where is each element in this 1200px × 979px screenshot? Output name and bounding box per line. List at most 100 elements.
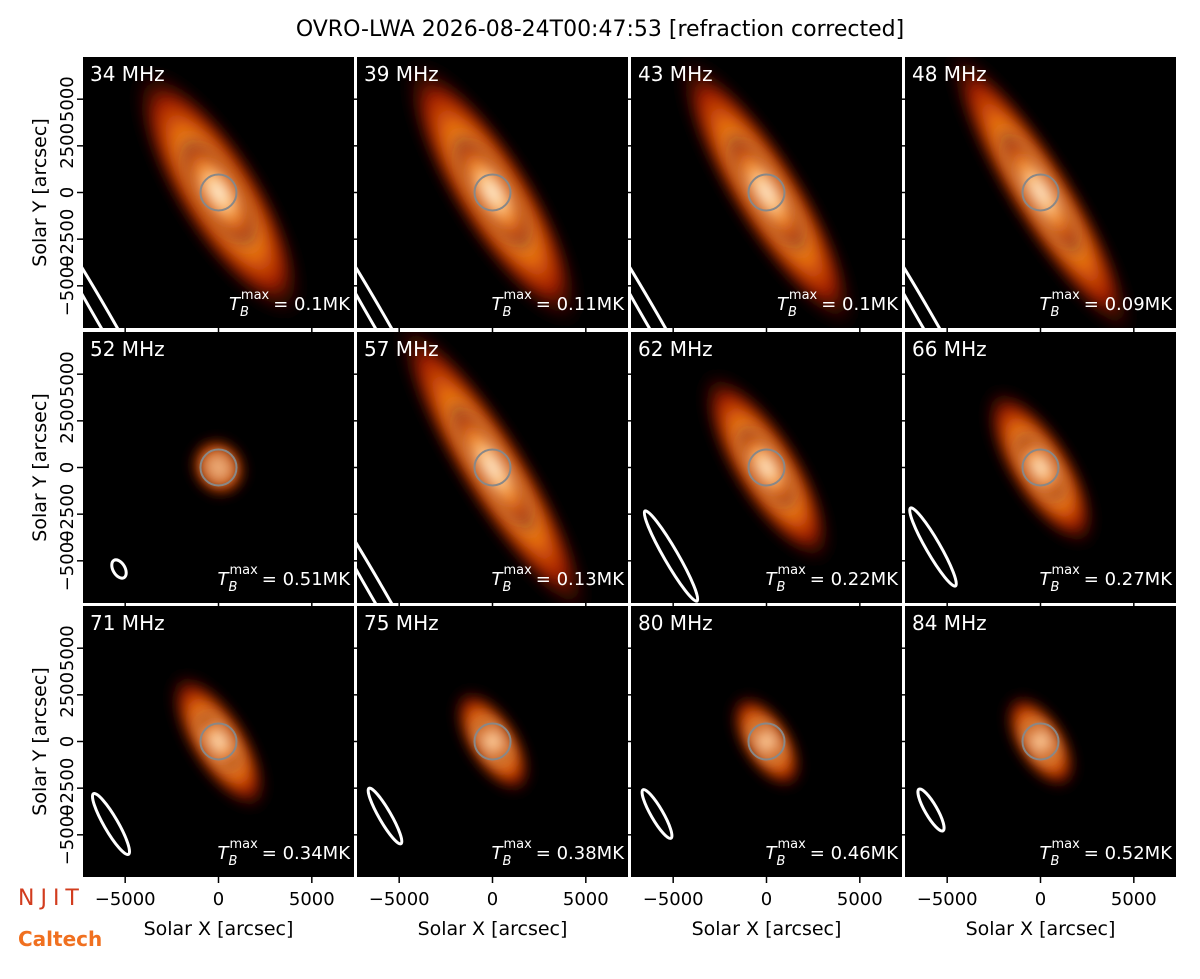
y-axis-label: Solar Y [arcsec] — [29, 118, 51, 266]
x-tick-label: −5000 — [369, 889, 430, 910]
x-tick-label: 5000 — [563, 889, 609, 910]
logo-caltech: Caltech — [18, 927, 102, 951]
tb-value: = 0.09MK — [1084, 294, 1173, 315]
solar-disk — [1021, 173, 1060, 212]
solar-disk — [473, 448, 512, 487]
solar-disk — [747, 448, 786, 487]
tb-value: = 0.1MK — [821, 294, 899, 315]
y-tick-label: −5000 — [57, 804, 78, 865]
frequency-label: 62 MHz — [638, 337, 713, 361]
tb-symbol: T — [777, 294, 790, 315]
solar-disk — [747, 722, 786, 761]
x-tick-label: 0 — [213, 889, 224, 910]
y-axis-label: Solar Y [arcsec] — [29, 667, 51, 815]
x-tick-label: 5000 — [289, 889, 335, 910]
y-tick-label: −2500 — [57, 209, 78, 270]
y-tick-label: 5000 — [57, 76, 78, 122]
panel — [631, 332, 902, 603]
tb-value: = 0.38MK — [536, 843, 625, 864]
emission-core — [995, 124, 1086, 261]
x-tick-label: −5000 — [643, 889, 704, 910]
solar-disk — [199, 722, 238, 761]
y-tick-label: −5000 — [57, 255, 78, 316]
solar-disk — [473, 173, 512, 212]
panel — [83, 57, 354, 328]
panel — [357, 332, 628, 603]
frequency-label: 71 MHz — [90, 611, 165, 635]
emission-core — [471, 716, 514, 767]
solar-disk — [1021, 722, 1060, 761]
tb-symbol: T — [1040, 569, 1053, 590]
emission-core — [193, 708, 244, 775]
tb-symbol: T — [766, 843, 779, 864]
solar-disk — [1021, 448, 1060, 487]
y-tick-label: 0 — [57, 462, 78, 473]
logo-njit: NJIT — [18, 886, 85, 911]
frequency-label: 39 MHz — [364, 62, 439, 86]
y-axis-label: Solar Y [arcsec] — [29, 393, 51, 541]
tb-max-label: TBmax = 0.27MK — [1040, 563, 1174, 595]
tb-subscript: B — [1051, 305, 1060, 320]
tb-superscript: max — [503, 288, 532, 303]
tb-value: = 0.22MK — [810, 569, 899, 590]
frequency-label: 57 MHz — [364, 337, 439, 361]
y-tick-label: 2500 — [57, 398, 78, 444]
chart-title: OVRO-LWA 2026-08-24T00:47:53 [refraction… — [296, 17, 904, 42]
frequency-label: 75 MHz — [364, 611, 439, 635]
panel — [905, 57, 1176, 328]
x-tick-label: 0 — [761, 889, 772, 910]
tb-max-label: TBmax = 0.34MK — [218, 837, 352, 869]
beam — [640, 788, 674, 840]
beam — [642, 509, 700, 603]
emission-core — [202, 452, 235, 483]
tb-value: = 0.1MK — [273, 294, 351, 315]
tb-superscript: max — [777, 563, 806, 578]
y-tick-label: 0 — [57, 736, 78, 747]
beam — [366, 786, 404, 846]
tb-superscript: max — [777, 837, 806, 852]
tb-superscript: max — [503, 837, 532, 852]
y-tick-label: 2500 — [57, 123, 78, 169]
panel — [905, 332, 1176, 603]
x-tick-label: 5000 — [837, 889, 883, 910]
emission-core — [733, 422, 800, 513]
tb-superscript: max — [229, 837, 258, 852]
emission-core — [722, 128, 811, 257]
panel — [631, 57, 902, 328]
x-tick-label: −5000 — [95, 889, 156, 910]
y-tick-label: 0 — [57, 187, 78, 198]
tb-subscript: B — [777, 580, 786, 595]
emission-core — [448, 129, 537, 256]
tb-superscript: max — [1051, 288, 1080, 303]
tb-value: = 0.52MK — [1084, 843, 1173, 864]
tb-symbol: T — [492, 569, 505, 590]
panel — [357, 57, 628, 328]
emission-core — [747, 718, 786, 765]
tb-symbol: T — [229, 294, 242, 315]
frequency-label: 80 MHz — [638, 611, 713, 635]
emission-core — [1011, 429, 1070, 506]
beam — [357, 202, 444, 328]
y-tick-label: 2500 — [57, 672, 78, 718]
beam — [83, 202, 170, 328]
tb-value: = 0.46MK — [810, 843, 899, 864]
frequency-label: 66 MHz — [912, 337, 987, 361]
y-tick-label: −2500 — [57, 484, 78, 545]
beam — [905, 202, 992, 328]
tb-max-label: TBmax = 0.09MK — [1040, 288, 1174, 320]
tb-value: = 0.13MK — [536, 569, 625, 590]
tb-max-label: TBmax = 0.1MK — [229, 288, 351, 320]
x-tick-label: −5000 — [917, 889, 978, 910]
tb-max-label: TBmax = 0.22MK — [766, 563, 900, 595]
tb-subscript: B — [777, 854, 786, 869]
tb-superscript: max — [1051, 563, 1080, 578]
beam — [631, 202, 718, 328]
beam — [90, 791, 132, 857]
tb-superscript: max — [1051, 837, 1080, 852]
tb-symbol: T — [766, 569, 779, 590]
tb-subscript: B — [1051, 580, 1060, 595]
tb-superscript: max — [241, 288, 270, 303]
emission-core — [176, 133, 261, 252]
tb-value: = 0.27MK — [1084, 569, 1173, 590]
